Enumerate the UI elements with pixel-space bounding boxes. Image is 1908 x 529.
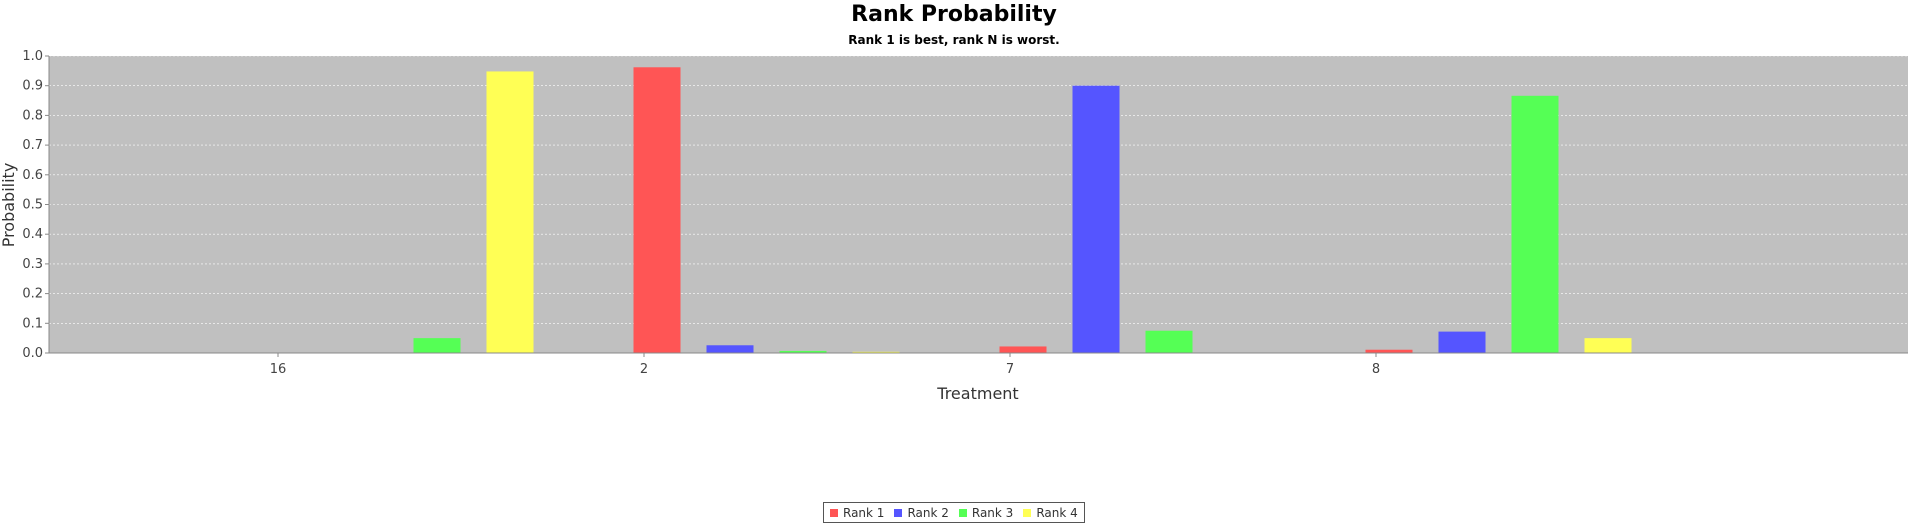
bar-rank-2-7 [1072, 85, 1120, 353]
gridlines [49, 55, 1908, 324]
legend-swatch [894, 508, 903, 517]
legend-swatch [1023, 508, 1032, 517]
bar-rank-3-7 [1145, 330, 1193, 353]
bar-rank-4-16 [486, 71, 534, 353]
legend-label: Rank 1 [843, 505, 885, 520]
y-axis-label: Probability [0, 163, 18, 248]
y-tick-label: 0.9 [22, 79, 43, 94]
legend-item: Rank 1 [830, 506, 884, 520]
x-tick-label: 2 [640, 362, 648, 377]
x-tick-label: 16 [270, 362, 287, 377]
y-tick-label: 0.1 [22, 316, 43, 331]
legend: Rank 1 Rank 2 Rank 3 Rank 4 [823, 502, 1085, 523]
y-axis-ticks: 0.0 0.1 0.2 0.3 0.4 0.5 0.6 0.7 0.8 0.9 1.0 [22, 49, 49, 361]
x-tick-label: 7 [1006, 362, 1014, 377]
y-tick-label: 0.6 [22, 168, 43, 183]
bar-rank-2-2 [706, 345, 754, 353]
y-tick-label: 0.8 [22, 108, 43, 123]
bar-rank-3-2 [779, 350, 827, 353]
bar-rank-3-16 [413, 338, 461, 353]
x-axis-label: Treatment [936, 384, 1018, 403]
y-tick-label: 0.2 [22, 287, 43, 302]
legend-label: Rank 2 [907, 505, 949, 520]
x-tick-label: 8 [1372, 362, 1380, 377]
legend-swatch [958, 508, 967, 517]
legend-label: Rank 3 [971, 505, 1014, 520]
legend-swatch [830, 508, 838, 517]
legend-item: Rank 4 [1023, 505, 1078, 520]
bar-rank-4-2 [852, 351, 900, 353]
bar-rank-3-8 [1511, 95, 1559, 353]
y-tick-label: 0.4 [22, 227, 43, 242]
bar-rank-1-7 [999, 346, 1047, 353]
bar-rank-4-8 [1584, 338, 1632, 353]
x-axis-ticks: 16 2 7 8 [270, 353, 1380, 377]
legend-label: Rank 4 [1036, 505, 1078, 520]
chart-title: Rank Probability [851, 2, 1057, 27]
legend-item: Rank 3 [958, 505, 1014, 520]
chart-subtitle: Rank 1 is best, rank N is worst. [848, 33, 1060, 47]
bar-rank-1-2 [633, 67, 681, 353]
bar-rank-2-8 [1438, 331, 1486, 353]
legend-item: Rank 2 [894, 505, 949, 520]
y-tick-label: 0.0 [22, 346, 43, 361]
y-tick-label: 0.3 [22, 257, 43, 272]
y-tick-label: 0.5 [22, 198, 43, 213]
y-tick-label: 0.7 [22, 138, 43, 153]
bars [413, 67, 1632, 353]
y-tick-label: 1.0 [22, 49, 43, 64]
bar-rank-1-8 [1365, 349, 1413, 353]
